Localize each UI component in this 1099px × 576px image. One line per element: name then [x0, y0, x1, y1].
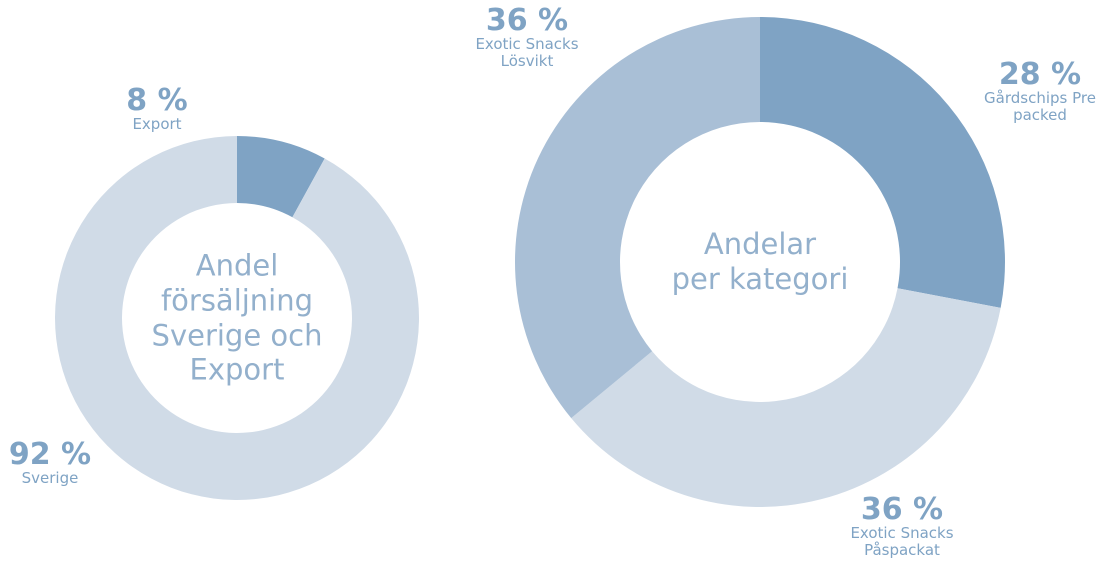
donut-slice	[237, 136, 325, 218]
slice-label: 28 % Gårdschips Pre packed	[970, 60, 1099, 125]
slice-label: 8 % Export	[87, 86, 227, 133]
percent-label: 36 %	[860, 492, 944, 527]
donut-slice	[514, 17, 760, 419]
percent-label: 92 %	[8, 437, 92, 472]
slice-label: 36 % Exotic Snacks Påspackat	[832, 495, 972, 560]
category-label: Exotic Snacks Påspackat	[850, 524, 954, 560]
slice-label: 92 % Sverige	[0, 440, 120, 487]
percent-label: 28 %	[998, 57, 1082, 92]
slice-label: 36 % Exotic Snacks Lösvikt	[457, 6, 597, 71]
center-title: Andelar per kategori	[671, 227, 849, 296]
center-title: Andel försäljning Sverige och Export	[151, 248, 323, 387]
donut-slice	[760, 17, 1005, 308]
donut-slice	[54, 136, 419, 500]
percent-label: 36 %	[485, 3, 569, 38]
category-label: Exotic Snacks Lösvikt	[475, 35, 579, 71]
category-label: Export	[132, 115, 182, 133]
percent-label: 8 %	[126, 83, 188, 118]
category-label: Sverige	[21, 469, 79, 487]
category-label: Gårdschips Pre packed	[984, 89, 1096, 125]
donut-slice	[571, 288, 1001, 507]
